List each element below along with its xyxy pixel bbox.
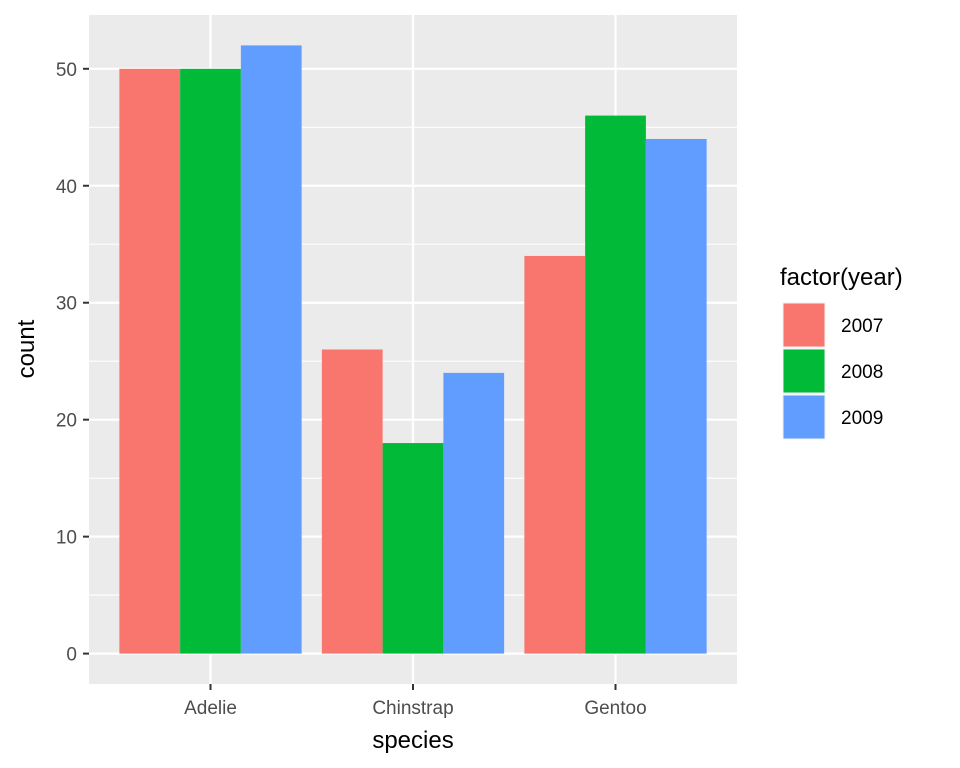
x-tick-label: Chinstrap bbox=[372, 698, 453, 719]
bars bbox=[119, 45, 707, 654]
y-tick-label: 10 bbox=[56, 528, 77, 549]
legend-swatch-2008 bbox=[783, 349, 825, 393]
bar-gentoo-2007 bbox=[524, 255, 586, 654]
y-tick-label: 50 bbox=[56, 60, 77, 81]
legend-label: 2007 bbox=[841, 316, 883, 337]
bar-chinstrap-2007 bbox=[321, 349, 383, 654]
y-tick-label: 30 bbox=[56, 294, 77, 315]
legend-swatch-2009 bbox=[783, 395, 825, 439]
y-axis: 0 10 20 30 40 50 bbox=[56, 60, 89, 666]
y-tick-label: 20 bbox=[56, 411, 77, 432]
legend-label: 2009 bbox=[841, 408, 883, 429]
bar-gentoo-2009 bbox=[645, 138, 707, 654]
bar-gentoo-2008 bbox=[585, 115, 646, 654]
legend-label: 2008 bbox=[841, 362, 883, 383]
bar-adelie-2008 bbox=[180, 68, 241, 654]
legend-swatch-2007 bbox=[783, 303, 825, 347]
bar-adelie-2009 bbox=[240, 45, 302, 654]
x-tick-label: Adelie bbox=[184, 698, 237, 719]
x-axis-title: species bbox=[372, 727, 453, 754]
x-tick-label: Gentoo bbox=[584, 698, 646, 719]
legend-items: 2007 2008 2009 bbox=[781, 301, 883, 441]
y-axis-title: count bbox=[13, 319, 40, 378]
y-tick-label: 0 bbox=[66, 645, 77, 666]
x-axis: Adelie Chinstrap Gentoo bbox=[184, 684, 647, 719]
bar-chinstrap-2009 bbox=[443, 372, 505, 654]
bar-chinstrap-2008 bbox=[382, 443, 444, 654]
y-tick-label: 40 bbox=[56, 177, 77, 198]
bar-adelie-2007 bbox=[119, 68, 181, 654]
legend: factor(year) 2007 2008 2009 bbox=[780, 264, 903, 441]
legend-title: factor(year) bbox=[780, 264, 903, 291]
